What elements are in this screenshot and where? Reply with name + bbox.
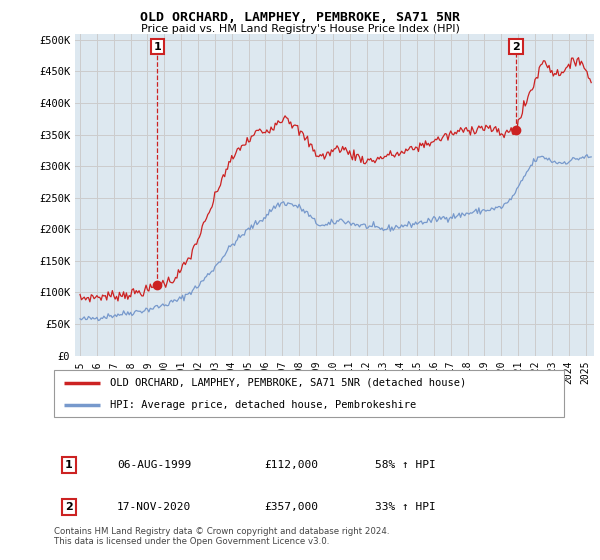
Text: 1: 1	[65, 460, 73, 470]
Text: 2: 2	[65, 502, 73, 512]
Text: Contains HM Land Registry data © Crown copyright and database right 2024.
This d: Contains HM Land Registry data © Crown c…	[54, 526, 389, 546]
Text: OLD ORCHARD, LAMPHEY, PEMBROKE, SA71 5NR: OLD ORCHARD, LAMPHEY, PEMBROKE, SA71 5NR	[140, 11, 460, 24]
Text: 17-NOV-2020: 17-NOV-2020	[117, 502, 191, 512]
Text: Price paid vs. HM Land Registry's House Price Index (HPI): Price paid vs. HM Land Registry's House …	[140, 24, 460, 34]
Text: 1: 1	[154, 41, 161, 52]
Text: 58% ↑ HPI: 58% ↑ HPI	[375, 460, 436, 470]
Text: OLD ORCHARD, LAMPHEY, PEMBROKE, SA71 5NR (detached house): OLD ORCHARD, LAMPHEY, PEMBROKE, SA71 5NR…	[110, 378, 466, 388]
Text: £112,000: £112,000	[264, 460, 318, 470]
Text: 33% ↑ HPI: 33% ↑ HPI	[375, 502, 436, 512]
Text: 2: 2	[512, 41, 520, 52]
Text: HPI: Average price, detached house, Pembrokeshire: HPI: Average price, detached house, Pemb…	[110, 400, 416, 410]
Text: 06-AUG-1999: 06-AUG-1999	[117, 460, 191, 470]
Text: £357,000: £357,000	[264, 502, 318, 512]
FancyBboxPatch shape	[54, 370, 564, 417]
